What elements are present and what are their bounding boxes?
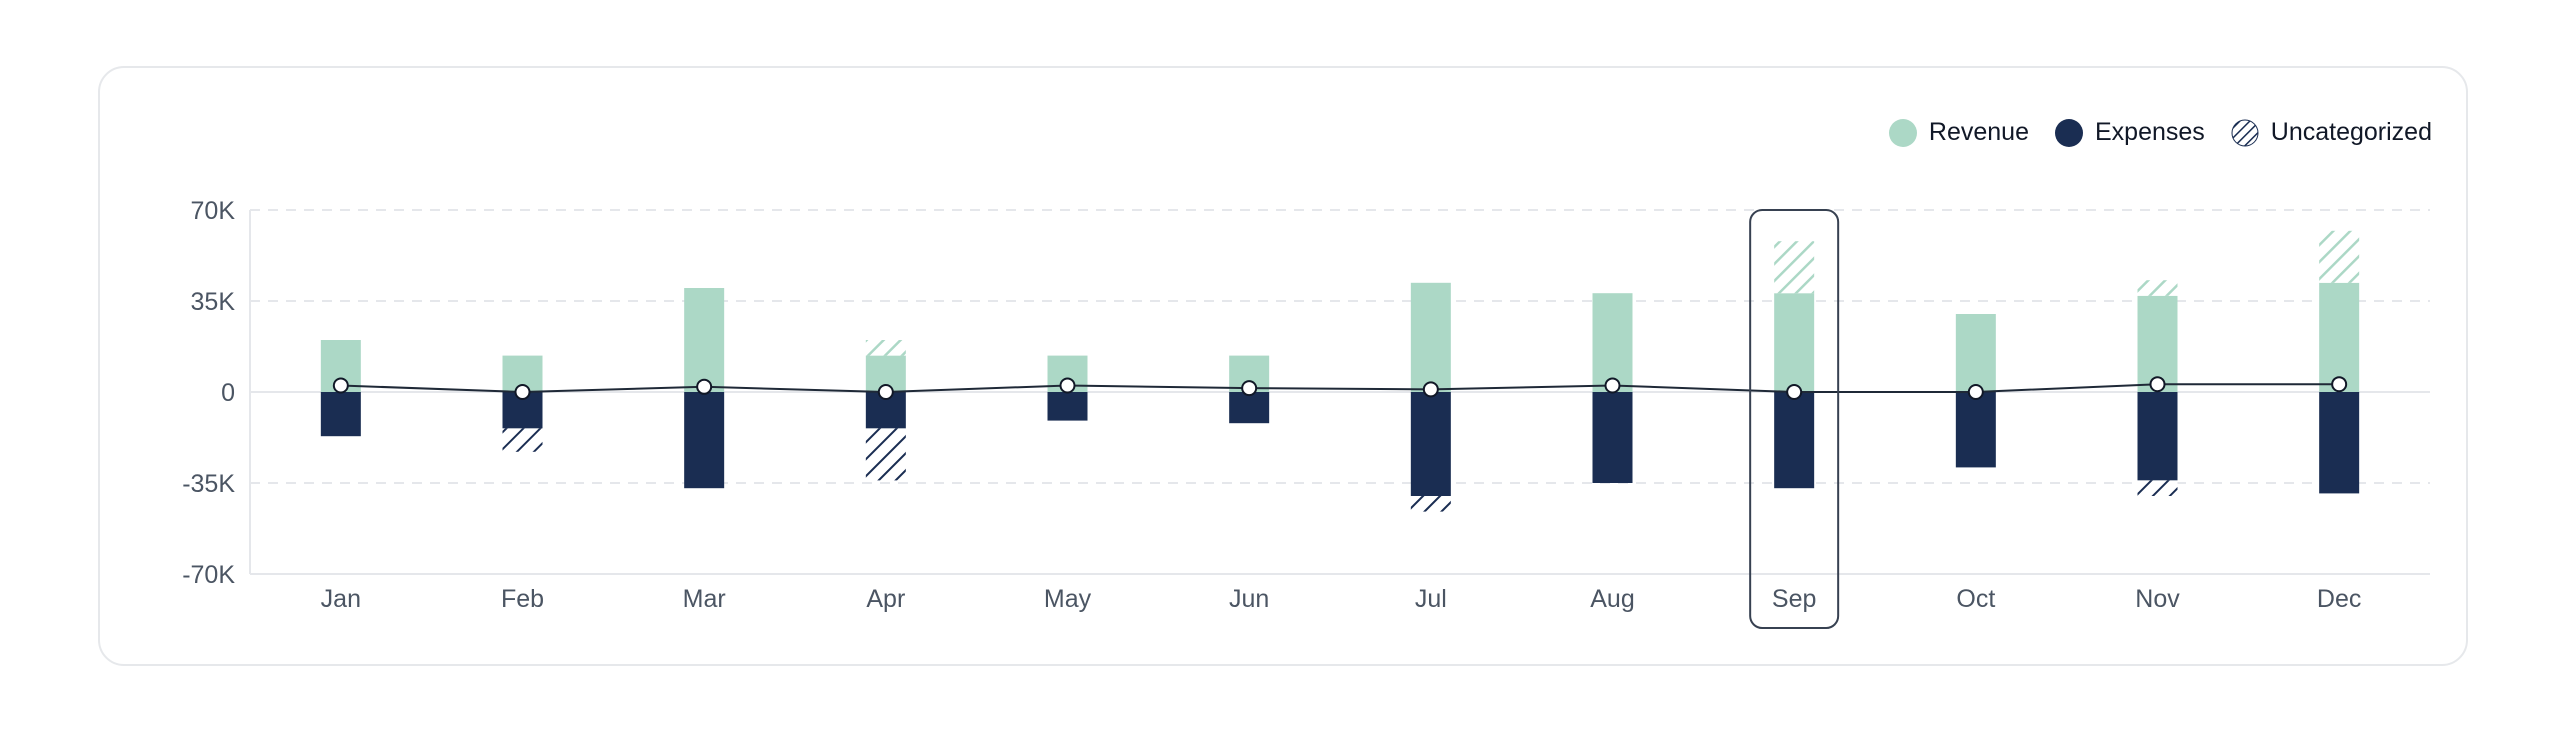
y-tick-label: -35K (182, 470, 235, 498)
x-tick-label: May (1044, 585, 1092, 613)
x-tick-label: Jan (321, 585, 361, 613)
x-tick-label: Mar (683, 585, 726, 613)
expenses-bar[interactable] (2137, 392, 2178, 481)
expenses-bar[interactable] (1229, 392, 1270, 424)
x-tick-label: Nov (2135, 585, 2180, 613)
legend-label-revenue: Revenue (1928, 118, 2029, 146)
expenses-bar[interactable] (1047, 392, 1088, 421)
y-tick-label: -70K (182, 561, 235, 589)
x-tick-label: Oct (1956, 585, 1995, 613)
expenses-bar[interactable] (1955, 392, 1996, 468)
x-tick-label: Jul (1415, 585, 1447, 613)
revenue-bar[interactable] (2319, 282, 2360, 392)
x-tick-label: Jun (1229, 585, 1269, 613)
revenue-bar[interactable] (684, 288, 725, 392)
net-point[interactable] (877, 384, 894, 400)
net-point[interactable] (2149, 376, 2166, 393)
revenue-bar[interactable] (1774, 293, 1815, 392)
uncategorized-swatch-icon (2231, 119, 2259, 146)
legend-item-expenses[interactable]: Expenses (2054, 118, 2205, 147)
legend-item-revenue[interactable]: Revenue (1888, 118, 2029, 147)
net-point[interactable] (514, 384, 531, 400)
x-tick-label: Dec (2317, 585, 2361, 613)
expenses-bar[interactable] (320, 392, 361, 437)
expenses-bar[interactable] (2319, 392, 2360, 494)
legend-label-uncategorized: Uncategorized (2270, 118, 2432, 146)
revenue-bar[interactable] (1410, 282, 1451, 392)
net-point[interactable] (1241, 380, 1258, 397)
expenses-bar[interactable] (684, 392, 725, 489)
expenses-bar[interactable] (1774, 392, 1815, 489)
net-point[interactable] (2331, 376, 2348, 393)
expenses-uncategorized-bar[interactable] (865, 428, 906, 481)
revenue-bar[interactable] (1955, 314, 1996, 392)
expenses-uncategorized-bar[interactable] (502, 428, 543, 452)
legend-label-expenses: Expenses (2094, 118, 2205, 146)
net-point[interactable] (1059, 377, 1076, 394)
expenses-uncategorized-bar[interactable] (2137, 480, 2178, 496)
net-point[interactable] (1422, 381, 1439, 398)
x-tick-label: Feb (501, 585, 544, 613)
net-point[interactable] (1967, 384, 1984, 400)
y-tick-label: 70K (191, 197, 236, 225)
chart-legend: Revenue Expenses Uncategorized (1888, 118, 2432, 147)
revenue-uncategorized-bar[interactable] (1774, 241, 1815, 294)
legend-item-uncategorized[interactable]: Uncategorized (2231, 118, 2432, 147)
x-tick-label: Apr (866, 585, 905, 613)
net-point[interactable] (1786, 384, 1803, 400)
revenue-uncategorized-bar[interactable] (865, 340, 906, 356)
chart-card: Revenue Expenses Uncategorized (98, 66, 2468, 666)
y-tick-label: 0 (221, 379, 235, 407)
expenses-bar[interactable] (1592, 392, 1633, 483)
x-tick-label: Aug (1590, 585, 1634, 613)
selected-month-highlight[interactable] (1749, 209, 1840, 629)
revenue-bar[interactable] (2137, 295, 2178, 392)
expenses-uncategorized-bar[interactable] (1410, 496, 1451, 512)
net-line (340, 383, 2340, 394)
revenue-bar[interactable] (1592, 293, 1633, 392)
y-tick-label: 35K (191, 288, 236, 316)
net-point[interactable] (696, 378, 713, 395)
net-point[interactable] (1604, 377, 1621, 394)
revenue-uncategorized-bar[interactable] (2137, 280, 2178, 296)
expenses-bar[interactable] (1410, 392, 1451, 496)
revenue-uncategorized-bar[interactable] (2319, 230, 2360, 283)
net-point[interactable] (332, 377, 349, 394)
x-tick-label: Sep (1772, 585, 1816, 613)
expenses-swatch-icon (2054, 118, 2083, 147)
revenue-swatch-icon (1888, 118, 1917, 147)
